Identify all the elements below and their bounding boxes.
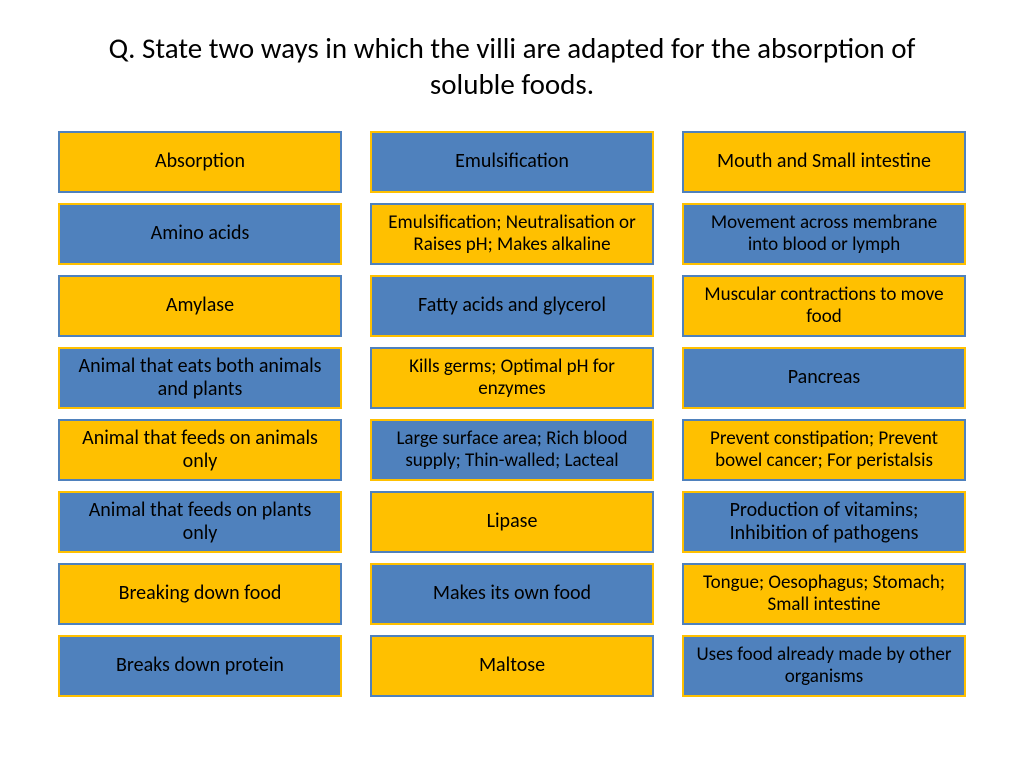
answer-grid: Absorption Emulsification Mouth and Small … (40, 131, 984, 697)
answer-cell[interactable]: Large surface area; Rich blood supply; T… (370, 419, 654, 481)
answer-cell[interactable]: Emulsification (370, 131, 654, 193)
answer-cell[interactable]: Makes its own food (370, 563, 654, 625)
answer-cell[interactable]: Absorption (58, 131, 342, 193)
answer-cell[interactable]: Animal that feeds on animals only (58, 419, 342, 481)
answer-cell[interactable]: Animal that eats both animals and plants (58, 347, 342, 409)
answer-cell[interactable]: Lipase (370, 491, 654, 553)
answer-cell[interactable]: Breaking down food (58, 563, 342, 625)
answer-cell[interactable]: Production of vitamins; Inhibition of pa… (682, 491, 966, 553)
slide: Q. State two ways in which the villi are… (0, 0, 1024, 768)
answer-cell[interactable]: Uses food already made by other organism… (682, 635, 966, 697)
answer-cell[interactable]: Animal that feeds on plants only (58, 491, 342, 553)
answer-cell[interactable]: Amylase (58, 275, 342, 337)
answer-cell[interactable]: Movement across membrane into blood or l… (682, 203, 966, 265)
answer-cell[interactable]: Muscular contractions to move food (682, 275, 966, 337)
answer-cell[interactable]: Amino acids (58, 203, 342, 265)
answer-cell[interactable]: Prevent constipation; Prevent bowel canc… (682, 419, 966, 481)
answer-cell[interactable]: Mouth and Small intestine (682, 131, 966, 193)
answer-cell[interactable]: Emulsification; Neutralisation or Raises… (370, 203, 654, 265)
question-title: Q. State two ways in which the villi are… (40, 30, 984, 103)
answer-cell[interactable]: Tongue; Oesophagus; Stomach; Small intes… (682, 563, 966, 625)
answer-cell[interactable]: Breaks down protein (58, 635, 342, 697)
answer-cell[interactable]: Maltose (370, 635, 654, 697)
answer-cell[interactable]: Fatty acids and glycerol (370, 275, 654, 337)
answer-cell[interactable]: Kills germs; Optimal pH for enzymes (370, 347, 654, 409)
answer-cell[interactable]: Pancreas (682, 347, 966, 409)
